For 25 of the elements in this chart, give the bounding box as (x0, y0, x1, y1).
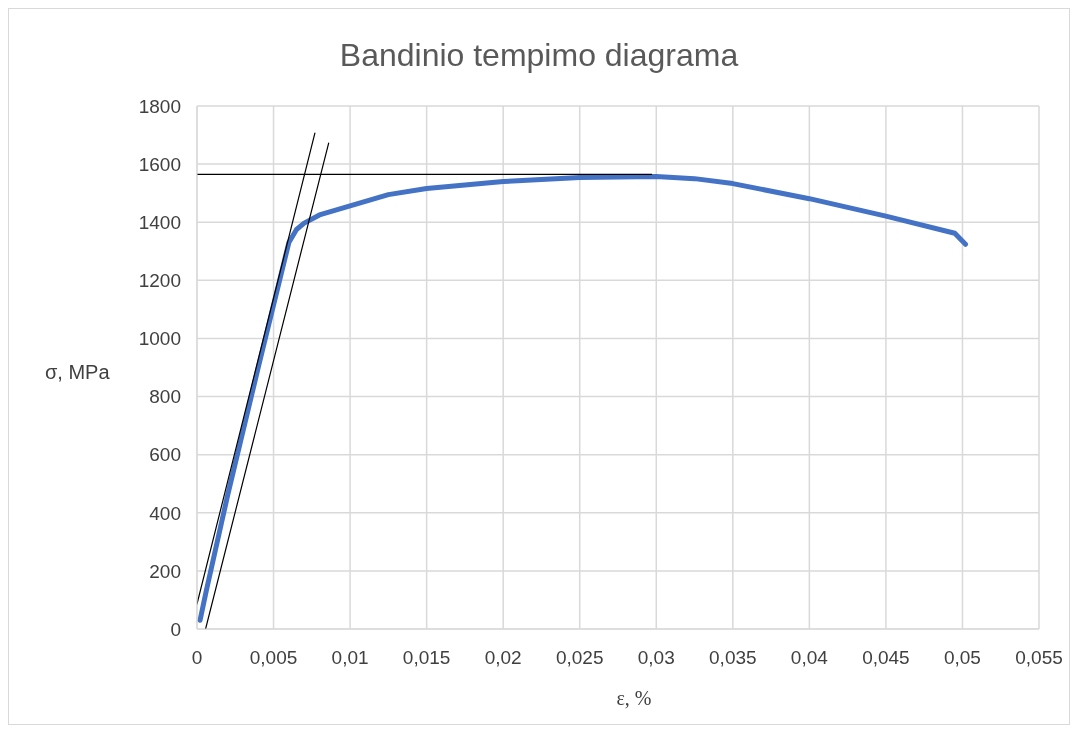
x-tick-label: 0,015 (402, 647, 451, 669)
x-tick-label: 0,01 (331, 647, 369, 669)
x-tick-label: 0,055 (1015, 647, 1063, 669)
y-tick-label: 800 (149, 386, 181, 408)
y-tick-label: 0 (170, 618, 181, 640)
y-tick-label: 1400 (138, 211, 181, 233)
y-tick-label: 400 (149, 502, 181, 524)
y-tick-label: 200 (149, 560, 181, 582)
x-tick-label: 0,05 (943, 647, 981, 669)
y-tick-label: 1800 (138, 95, 181, 117)
x-tick-label: 0,045 (862, 647, 910, 669)
x-tick-label: 0,04 (790, 647, 829, 669)
y-axis-title: σ, MPa (45, 361, 110, 384)
x-tick-label: 0 (191, 647, 203, 669)
x-tick-label: 0,03 (637, 647, 675, 669)
y-tick-label: 1200 (138, 270, 181, 292)
x-tick-label: 0,035 (709, 647, 757, 669)
x-tick-label: 0,02 (484, 647, 522, 669)
y-tick-label: 1000 (138, 328, 181, 350)
x-tick-label: 0,025 (555, 647, 604, 669)
x-tick-label: 0,005 (249, 647, 298, 669)
x-axis-title: ε, % (615, 687, 653, 710)
y-tick-label: 600 (149, 444, 181, 466)
chart-title: Bandinio tempimo diagrama (338, 37, 740, 74)
y-tick-label: 1600 (138, 153, 181, 175)
